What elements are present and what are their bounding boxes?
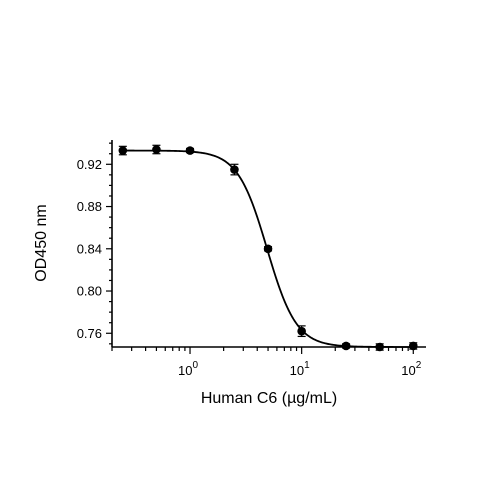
y-tick-label: 0.84 bbox=[77, 241, 102, 256]
data-point-group bbox=[375, 342, 384, 352]
x-tick-label: 100 bbox=[178, 360, 198, 378]
data-point-group bbox=[297, 325, 306, 338]
data-points bbox=[118, 144, 418, 352]
data-point bbox=[230, 165, 239, 174]
x-ticks: 100 101 102 bbox=[111, 347, 422, 378]
data-point-group bbox=[230, 163, 239, 176]
y-ticks: 0.76 0.80 0.84 0.88 0.92 bbox=[77, 142, 112, 345]
data-point bbox=[297, 326, 306, 336]
data-point bbox=[408, 341, 418, 351]
data-point-group bbox=[263, 244, 273, 254]
x-tick-label: 101 bbox=[290, 360, 310, 378]
data-point bbox=[152, 145, 161, 154]
x-tick-label: 102 bbox=[401, 360, 421, 378]
axes bbox=[111, 140, 426, 348]
y-tick-label: 0.92 bbox=[77, 157, 102, 172]
y-tick-label: 0.76 bbox=[77, 326, 102, 341]
data-point-group bbox=[118, 145, 128, 156]
y-axis-title: OD450 nm bbox=[33, 204, 50, 281]
y-tick-label: 0.88 bbox=[77, 199, 102, 214]
data-point bbox=[341, 341, 351, 351]
data-point bbox=[263, 244, 273, 254]
data-point-group bbox=[341, 341, 351, 351]
x-axis-title: Human C6 (µg/mL) bbox=[201, 390, 337, 407]
data-point bbox=[185, 146, 195, 155]
data-point bbox=[118, 146, 128, 155]
data-point bbox=[375, 342, 384, 352]
data-point-group bbox=[185, 146, 195, 155]
data-point-group bbox=[408, 341, 418, 351]
data-point-group bbox=[152, 144, 161, 155]
y-tick-label: 0.80 bbox=[77, 284, 102, 299]
